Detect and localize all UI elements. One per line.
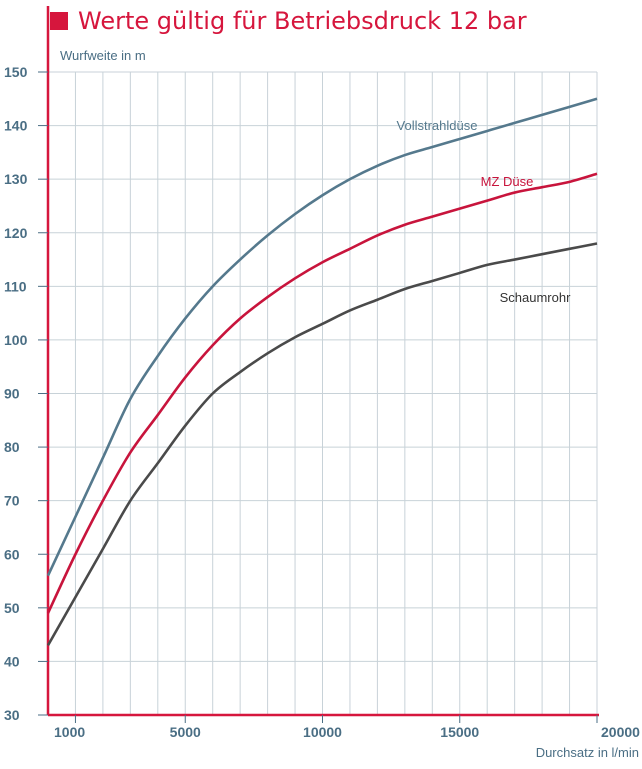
y-tick-label: 70 (4, 493, 20, 509)
chart-title-block: Werte gültig für Betriebsdruck 12 bar (50, 6, 527, 36)
y-tick-label: 40 (4, 653, 20, 669)
y-tick-label: 140 (4, 118, 28, 134)
x-tick-label: 10000 (303, 724, 342, 740)
chart-title: Werte gültig für Betriebsdruck 12 bar (78, 7, 527, 35)
y-axis-label: Wurfweite in m (60, 48, 146, 63)
x-tick-label: 20000 (601, 724, 640, 740)
y-tick-label: 30 (4, 707, 20, 723)
title-marker-square (50, 12, 68, 30)
series-line-1 (46, 97, 598, 577)
y-tick-label: 120 (4, 225, 28, 241)
y-tick-label: 90 (4, 386, 20, 402)
y-tick-label: 130 (4, 171, 28, 187)
y-tick-label: 60 (4, 546, 20, 562)
series-label-3: Schaumrohr (500, 290, 571, 305)
y-tick-label: 150 (4, 64, 28, 80)
series-line-2 (46, 172, 598, 614)
x-axis-label: Durchsatz in l/min (535, 745, 639, 760)
y-tick-label: 110 (4, 278, 27, 294)
series-label-2: MZ Düse (481, 174, 534, 189)
y-tick-label: 80 (4, 439, 20, 455)
x-tick-label: 5000 (170, 724, 201, 740)
series-line-3 (46, 242, 598, 646)
x-tick-label: 1000 (54, 724, 85, 740)
y-tick-label: 100 (4, 332, 28, 348)
x-tick-label: 15000 (440, 724, 479, 740)
y-tick-label: 50 (4, 600, 20, 616)
series-label-1: Vollstrahldüse (397, 118, 478, 133)
